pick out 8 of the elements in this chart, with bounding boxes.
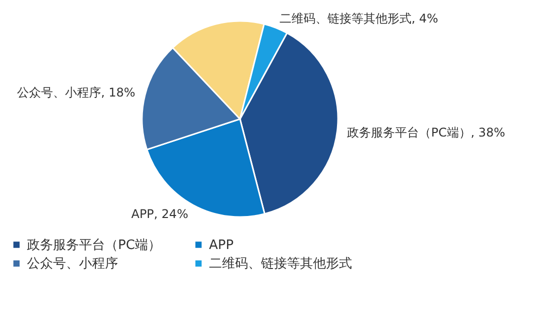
data-label: 公众号、小程序, 18% — [17, 85, 136, 100]
data-label: 政务服务平台（PC端）, 38% — [347, 125, 506, 140]
data-label: APP, 24% — [131, 206, 188, 221]
legend-label: APP — [209, 238, 234, 253]
legend-label: 政务服务平台（PC端） — [27, 238, 161, 253]
legend-label: 公众号、小程序 — [27, 256, 118, 272]
data-label: 二维码、链接等其他形式, 4% — [279, 11, 438, 26]
legend-label: 二维码、链接等其他形式 — [209, 256, 352, 272]
